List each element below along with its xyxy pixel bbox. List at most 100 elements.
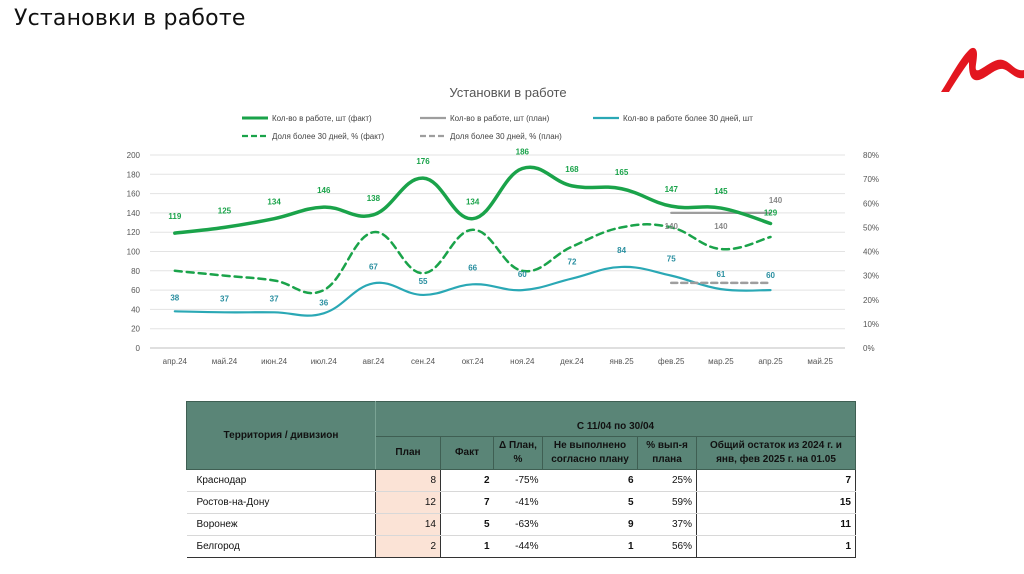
chart-legend: Кол-во в работе, шт (факт) Кол-во в работ… (242, 114, 753, 141)
table-row: Воронеж 14 5 -63% 9 37% 11 (186, 513, 856, 536)
header-not-done: Не выполнено согласно плану (542, 436, 638, 470)
y-axis-left: 0 20 40 60 80 100 120 140 160 180 200 (127, 151, 141, 353)
legend-label: Доля более 30 дней, % (факт) (272, 132, 385, 141)
header-fact: Факт (440, 436, 494, 470)
header-delta: Δ План, % (493, 436, 543, 470)
cell-fact: 5 (440, 513, 494, 536)
chart-grid (150, 154, 845, 349)
legend-label: Кол-во в работе, шт (план) (450, 114, 550, 123)
y-left-tick-label: 100 (127, 248, 141, 257)
x-tick-label: июл.24 (311, 357, 338, 366)
x-tick-label: сен.24 (411, 357, 436, 366)
plan-fact-table: Территория / дивизион С 11/04 по 30/04 П… (186, 401, 856, 558)
data-label: 75 (667, 255, 676, 264)
data-label: 140 (769, 196, 783, 205)
cell-not-done: 1 (542, 535, 638, 558)
y-left-tick-label: 180 (127, 170, 141, 179)
y-left-tick-label: 140 (127, 209, 141, 218)
data-label: 134 (267, 198, 281, 207)
data-label: 66 (468, 263, 477, 272)
x-axis: апр.24 май.24 июн.24 июл.24 авг.24 сен.24 окт.… (163, 357, 834, 366)
data-label: 129 (764, 209, 778, 218)
y-left-tick-label: 40 (131, 305, 140, 314)
table-row: Краснодар 8 2 -75% 6 25% 7 (186, 469, 856, 492)
cell-pct: 56% (637, 535, 697, 558)
x-tick-label: май.25 (807, 357, 833, 366)
x-tick-label: июн.24 (261, 357, 288, 366)
data-label: 146 (317, 186, 331, 195)
y-left-tick-label: 80 (131, 267, 140, 276)
y-right-tick-label: 70% (863, 175, 879, 184)
data-label: 119 (168, 212, 181, 221)
y-right-tick-label: 40% (863, 248, 879, 257)
data-label: 186 (516, 148, 530, 157)
y-right-tick-label: 20% (863, 296, 879, 305)
legend-label: Доля более 30 дней, % (план) (450, 132, 562, 141)
y-right-tick-label: 80% (863, 151, 879, 160)
series-line-0 (173, 165, 773, 235)
cell-fact: 7 (440, 491, 494, 514)
data-label: 125 (218, 206, 232, 215)
x-tick-label: май.24 (212, 357, 238, 366)
x-tick-label: мар.25 (708, 357, 734, 366)
data-label: 55 (419, 277, 428, 286)
cell-delta: -44% (493, 535, 543, 558)
cell-delta: -41% (493, 491, 543, 514)
header-period: С 11/04 по 30/04 (375, 401, 856, 437)
cell-rest: 15 (696, 491, 856, 514)
y-right-tick-label: 10% (863, 320, 879, 329)
y-left-tick-label: 200 (127, 151, 141, 160)
cell-rest: 1 (696, 535, 856, 558)
table-row: Ростов-на-Дону 12 7 -41% 5 59% 15 (186, 491, 856, 514)
y-right-tick-label: 30% (863, 272, 879, 281)
data-label: 165 (615, 168, 629, 177)
cell-territory: Ростов-на-Дону (186, 491, 376, 514)
y-left-tick-label: 0 (136, 344, 141, 353)
cell-plan: 8 (375, 469, 441, 492)
data-label: 176 (416, 157, 430, 166)
data-label: 168 (565, 165, 579, 174)
data-label: 140 (665, 222, 679, 231)
data-label: 38 (170, 293, 179, 302)
x-tick-label: апр.24 (163, 357, 188, 366)
data-label: 37 (220, 294, 229, 303)
y-right-tick-label: 0% (863, 344, 875, 353)
data-label: 145 (714, 187, 728, 196)
cell-plan: 12 (375, 491, 441, 514)
header-pct: % вып-я плана (637, 436, 697, 470)
x-tick-label: окт.24 (462, 357, 484, 366)
cell-not-done: 5 (542, 491, 638, 514)
header-rest: Общий остаток из 2024 г. и янв, фев 2025… (696, 436, 856, 470)
cell-rest: 7 (696, 469, 856, 492)
cell-rest: 11 (696, 513, 856, 536)
cell-territory: Воронеж (186, 513, 376, 536)
x-tick-label: ноя.24 (510, 357, 535, 366)
cell-fact: 2 (440, 469, 494, 492)
data-label: 67 (369, 262, 378, 271)
chart-series (173, 165, 773, 317)
data-label: 140 (714, 222, 728, 231)
cell-plan: 14 (375, 513, 441, 536)
y-left-tick-label: 60 (131, 286, 140, 295)
cell-pct: 59% (637, 491, 697, 514)
data-label: 36 (319, 298, 328, 307)
cell-pct: 25% (637, 469, 697, 492)
data-label: 134 (466, 198, 480, 207)
x-tick-label: апр.25 (758, 357, 783, 366)
line-chart: Установки в работе Кол-во в работе, шт (… (127, 85, 879, 366)
y-axis-right: 0% 10% 20% 30% 40% 50% 60% 70% 80% (863, 151, 879, 353)
x-tick-label: авг.24 (363, 357, 385, 366)
x-tick-label: дек.24 (560, 357, 584, 366)
header-territory: Территория / дивизион (186, 401, 376, 470)
y-right-tick-label: 60% (863, 199, 879, 208)
y-left-tick-label: 160 (127, 190, 141, 199)
chart-data-labels: 119 125 134 146 138 176 134 186 168 165 147 145 129 1… (168, 148, 782, 308)
cell-not-done: 6 (542, 469, 638, 492)
data-label: 60 (766, 271, 775, 280)
x-tick-label: янв.25 (610, 357, 635, 366)
cell-delta: -63% (493, 513, 543, 536)
header-plan: План (375, 436, 441, 470)
x-tick-label: фев.25 (658, 357, 685, 366)
y-right-tick-label: 50% (863, 223, 879, 232)
series-line-2 (173, 265, 772, 317)
